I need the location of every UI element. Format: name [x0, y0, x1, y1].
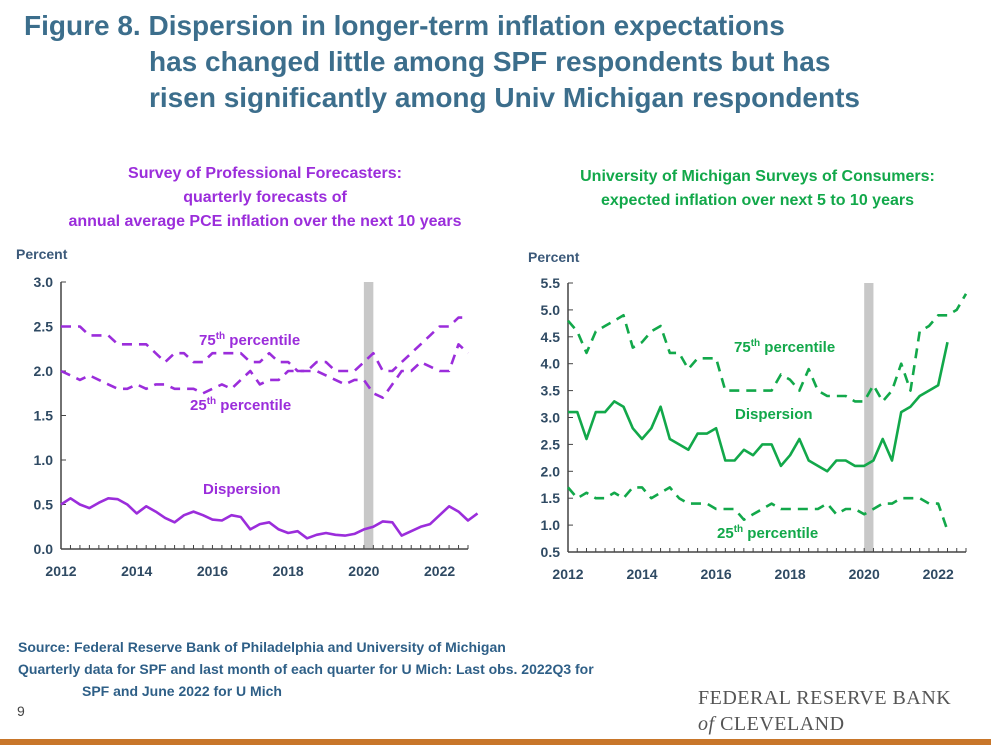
umich-recession-shading: [864, 283, 874, 552]
spf-chart: 0.0 0.5 1.0 1.5 2.0 2.5 3.0 2012 2014 2016 2018 202…: [34, 274, 479, 579]
figure-title: Figure 8. Dispersion in longer-term infl…: [24, 8, 860, 116]
umich-series-75th-percentile: [567, 293, 968, 403]
logo-line-1: FEDERAL RESERVE BANK: [698, 687, 952, 709]
spf-y-tick-label: 2.5: [34, 319, 54, 335]
umich-series-25th-percentile: [567, 486, 949, 531]
umich-y-tick-label: 0.5: [541, 544, 561, 560]
bottom-accent-bar: [0, 739, 991, 745]
umich-x-tick-label: 2018: [775, 566, 806, 582]
umich-y-tick-label: 5.0: [541, 302, 561, 318]
spf-x-tick-label: 2012: [45, 563, 76, 579]
umich-y-axis-label: Percent: [528, 249, 580, 265]
spf-series-25th-percentile: [60, 342, 469, 400]
umich-y-tick-label: 4.0: [541, 356, 561, 372]
umich-dispersion-annotation: Dispersion: [735, 406, 813, 423]
spf-x-tick-label: 2014: [121, 563, 152, 579]
umich-chart-title: University of Michigan Surveys of Consum…: [530, 165, 985, 213]
umich-y-tick-label: 3.5: [541, 383, 561, 399]
figure-title-line-1: Figure 8. Dispersion in longer-term infl…: [24, 10, 785, 41]
federal-reserve-logo: FEDERAL RESERVE BANK of CLEVELAND: [698, 685, 951, 737]
umich-chart: 0.5 1.0 1.5 2.0 2.5 3.0 3.5 4.0 4.5 5.0 5.5 2012 201…: [541, 275, 968, 582]
umich-y-tick-label: 2.5: [541, 436, 561, 452]
umich-y-tick-label: 1.5: [541, 490, 561, 506]
logo-of: of: [698, 713, 715, 735]
spf-p25-annotation: 25th percentile: [190, 396, 291, 414]
umich-x-tick-label: 2020: [849, 566, 880, 582]
spf-x-tick-label: 2020: [348, 563, 379, 579]
umich-x-tick-label: 2014: [626, 566, 657, 582]
spf-x-tick-label: 2022: [424, 563, 455, 579]
umich-x-tick-label: 2012: [552, 566, 583, 582]
umich-y-tick-label: 1.0: [541, 517, 561, 533]
figure-title-line-3: risen significantly among Univ Michigan …: [149, 82, 861, 113]
spf-dispersion-annotation: Dispersion: [203, 481, 281, 498]
spf-y-tick-label: 3.0: [34, 274, 54, 290]
spf-chart-title-line-1: Survey of Professional Forecasters:: [128, 165, 402, 182]
umich-p25-annotation: 25th percentile: [717, 524, 818, 542]
spf-p75-annotation: 75th percentile: [199, 331, 300, 349]
spf-series-dispersion: [60, 496, 479, 540]
spf-y-tick-label: 2.0: [34, 363, 54, 379]
spf-y-tick-label: 0.0: [34, 541, 54, 557]
figure-title-line-2: has changed little among SPF respondents…: [149, 46, 831, 77]
spf-x-tick-label: 2018: [273, 563, 304, 579]
source-note: Source: Federal Reserve Bank of Philadel…: [18, 639, 506, 655]
spf-series-75th-percentile: [61, 316, 468, 373]
data-note-line-2: SPF and June 2022 for U Mich: [82, 683, 282, 699]
spf-chart-title-line-2: quarterly forecasts of: [183, 189, 347, 206]
logo-line-2: of CLEVELAND: [698, 711, 951, 737]
spf-y-tick-label: 1.5: [34, 408, 54, 424]
spf-recession-shading: [363, 282, 374, 549]
umich-chart-title-line-1: University of Michigan Surveys of Consum…: [580, 168, 935, 185]
umich-series-dispersion: [568, 341, 949, 473]
umich-x-tick-label: 2022: [923, 566, 954, 582]
umich-y-tick-label: 3.0: [541, 410, 561, 426]
data-note-line-1: Quarterly data for SPF and last month of…: [18, 661, 594, 677]
umich-y-tick-label: 4.5: [541, 329, 561, 345]
umich-chart-title-line-2: expected inflation over next 5 to 10 yea…: [600, 192, 914, 209]
spf-chart-title-line-3: annual average PCE inflation over the ne…: [68, 213, 462, 230]
umich-y-tick-label: 2.0: [541, 463, 561, 479]
spf-y-tick-label: 0.5: [34, 497, 54, 513]
spf-y-tick-label: 1.0: [34, 452, 54, 468]
umich-p75-annotation: 75th percentile: [734, 338, 835, 356]
umich-y-tick-label: 5.5: [541, 275, 561, 291]
logo-cleveland: CLEVELAND: [720, 713, 845, 735]
spf-x-tick-label: 2016: [197, 563, 228, 579]
page-number: 9: [17, 703, 25, 719]
spf-chart-title: Survey of Professional Forecasters: quar…: [20, 162, 510, 234]
umich-x-tick-label: 2016: [701, 566, 732, 582]
spf-y-axis-label: Percent: [16, 246, 68, 262]
